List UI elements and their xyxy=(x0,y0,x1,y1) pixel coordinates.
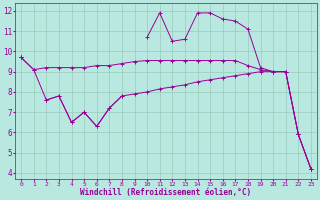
X-axis label: Windchill (Refroidissement éolien,°C): Windchill (Refroidissement éolien,°C) xyxy=(80,188,252,197)
